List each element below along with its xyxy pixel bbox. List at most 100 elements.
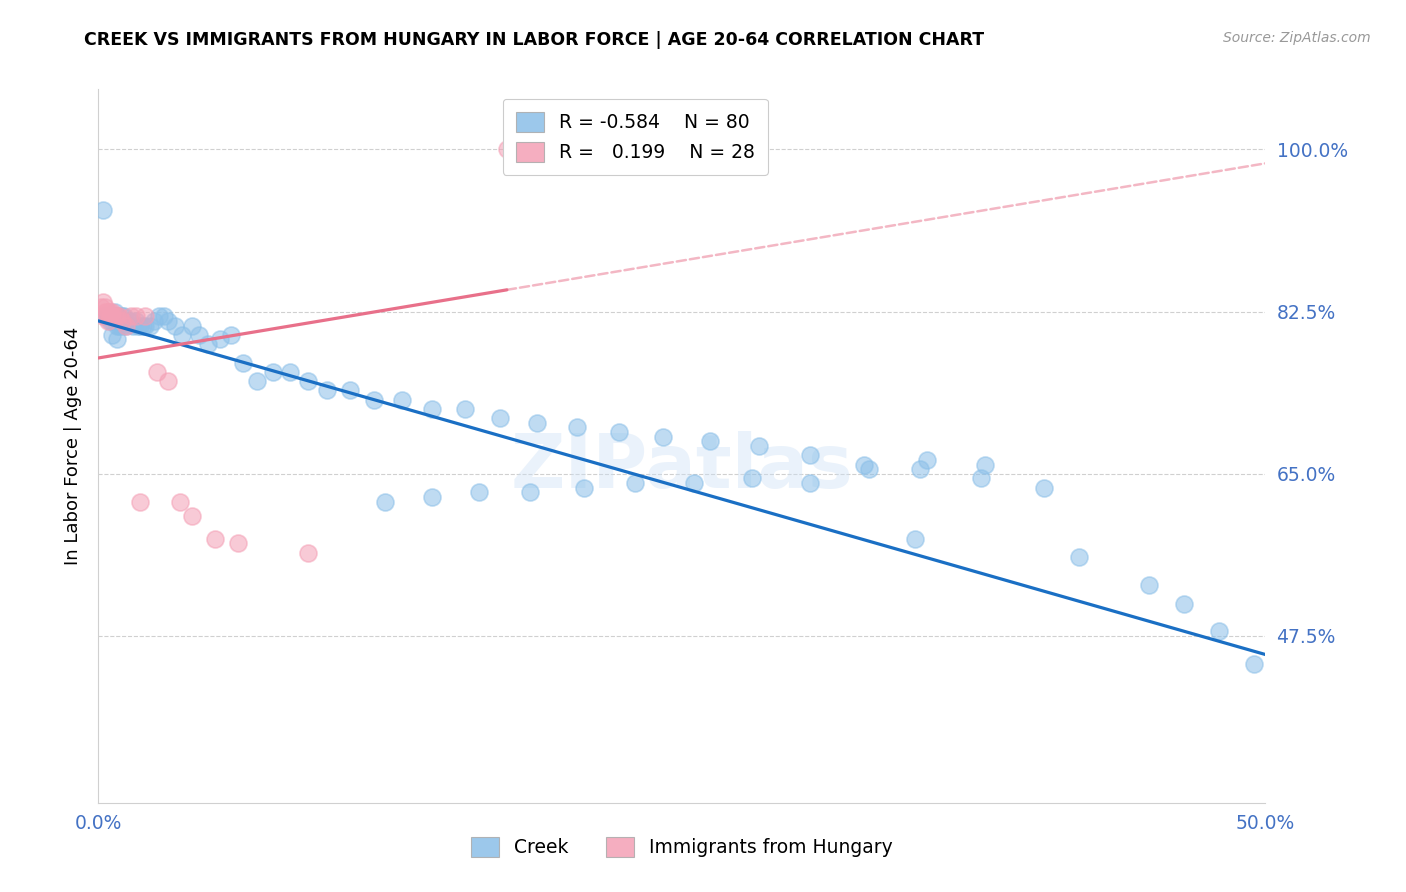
Point: [748, 439, 770, 453]
Point: [187, 327, 209, 342]
Point: [146, 365, 169, 379]
Point: [1173, 597, 1195, 611]
Point: [122, 318, 145, 333]
Point: [118, 314, 141, 328]
Point: [129, 494, 152, 508]
Point: [799, 448, 821, 462]
Point: [974, 458, 997, 472]
Point: [98, 310, 121, 324]
Legend: Creek, Immigrants from Hungary: Creek, Immigrants from Hungary: [464, 830, 900, 864]
Point: [98, 310, 121, 324]
Point: [104, 310, 127, 324]
Text: CREEK VS IMMIGRANTS FROM HUNGARY IN LABOR FORCE | AGE 20-64 CORRELATION CHART: CREEK VS IMMIGRANTS FROM HUNGARY IN LABO…: [84, 31, 984, 49]
Point: [1208, 624, 1230, 639]
Point: [101, 304, 124, 318]
Point: [134, 318, 156, 333]
Point: [180, 508, 202, 523]
Point: [112, 314, 135, 328]
Point: [741, 471, 763, 485]
Point: [180, 318, 202, 333]
Point: [519, 485, 541, 500]
Point: [316, 384, 339, 398]
Point: [799, 476, 821, 491]
Point: [108, 314, 131, 328]
Point: [112, 310, 135, 324]
Point: [908, 462, 931, 476]
Point: [221, 327, 243, 342]
Point: [98, 314, 121, 328]
Point: [915, 453, 938, 467]
Point: [129, 318, 152, 333]
Point: [132, 318, 155, 333]
Point: [278, 365, 301, 379]
Point: [607, 425, 630, 439]
Point: [105, 333, 128, 347]
Y-axis label: In Labor Force | Age 20-64: In Labor Force | Age 20-64: [63, 326, 82, 566]
Point: [101, 327, 124, 342]
Point: [125, 314, 148, 328]
Point: [652, 430, 675, 444]
Point: [852, 458, 875, 472]
Point: [374, 494, 396, 508]
Point: [143, 314, 166, 328]
Point: [232, 355, 254, 369]
Point: [111, 310, 134, 324]
Point: [90, 300, 112, 314]
Point: [97, 304, 120, 318]
Point: [157, 314, 180, 328]
Point: [94, 300, 117, 314]
Point: [496, 143, 519, 157]
Point: [104, 310, 127, 324]
Point: [169, 494, 191, 508]
Point: [489, 411, 512, 425]
Point: [391, 392, 413, 407]
Point: [454, 401, 477, 416]
Point: [91, 295, 114, 310]
Point: [297, 374, 319, 388]
Point: [526, 416, 548, 430]
Point: [127, 318, 149, 333]
Text: ZIPatlas: ZIPatlas: [510, 431, 853, 504]
Point: [101, 310, 124, 324]
Point: [565, 420, 588, 434]
Point: [115, 318, 138, 333]
Point: [91, 310, 114, 324]
Point: [134, 310, 156, 324]
Point: [125, 310, 148, 324]
Point: [420, 401, 443, 416]
Point: [420, 490, 443, 504]
Point: [91, 202, 114, 217]
Point: [904, 532, 927, 546]
Point: [572, 481, 595, 495]
Point: [120, 310, 142, 324]
Point: [97, 314, 120, 328]
Point: [208, 333, 231, 347]
Point: [108, 310, 131, 324]
Point: [262, 365, 284, 379]
Point: [111, 318, 134, 333]
Point: [246, 374, 269, 388]
Point: [152, 310, 174, 324]
Point: [139, 318, 162, 333]
Point: [1137, 578, 1160, 592]
Point: [363, 392, 385, 407]
Point: [97, 310, 120, 324]
Point: [969, 471, 991, 485]
Point: [1032, 481, 1054, 495]
Point: [1243, 657, 1265, 671]
Point: [94, 310, 117, 324]
Point: [157, 374, 180, 388]
Point: [105, 310, 128, 324]
Point: [624, 476, 647, 491]
Point: [197, 337, 219, 351]
Point: [165, 318, 187, 333]
Point: [111, 314, 134, 328]
Point: [339, 384, 361, 398]
Point: [858, 462, 880, 476]
Text: Source: ZipAtlas.com: Source: ZipAtlas.com: [1223, 31, 1371, 45]
Point: [172, 327, 194, 342]
Point: [98, 304, 121, 318]
Point: [104, 304, 127, 318]
Point: [204, 532, 226, 546]
Point: [105, 310, 128, 324]
